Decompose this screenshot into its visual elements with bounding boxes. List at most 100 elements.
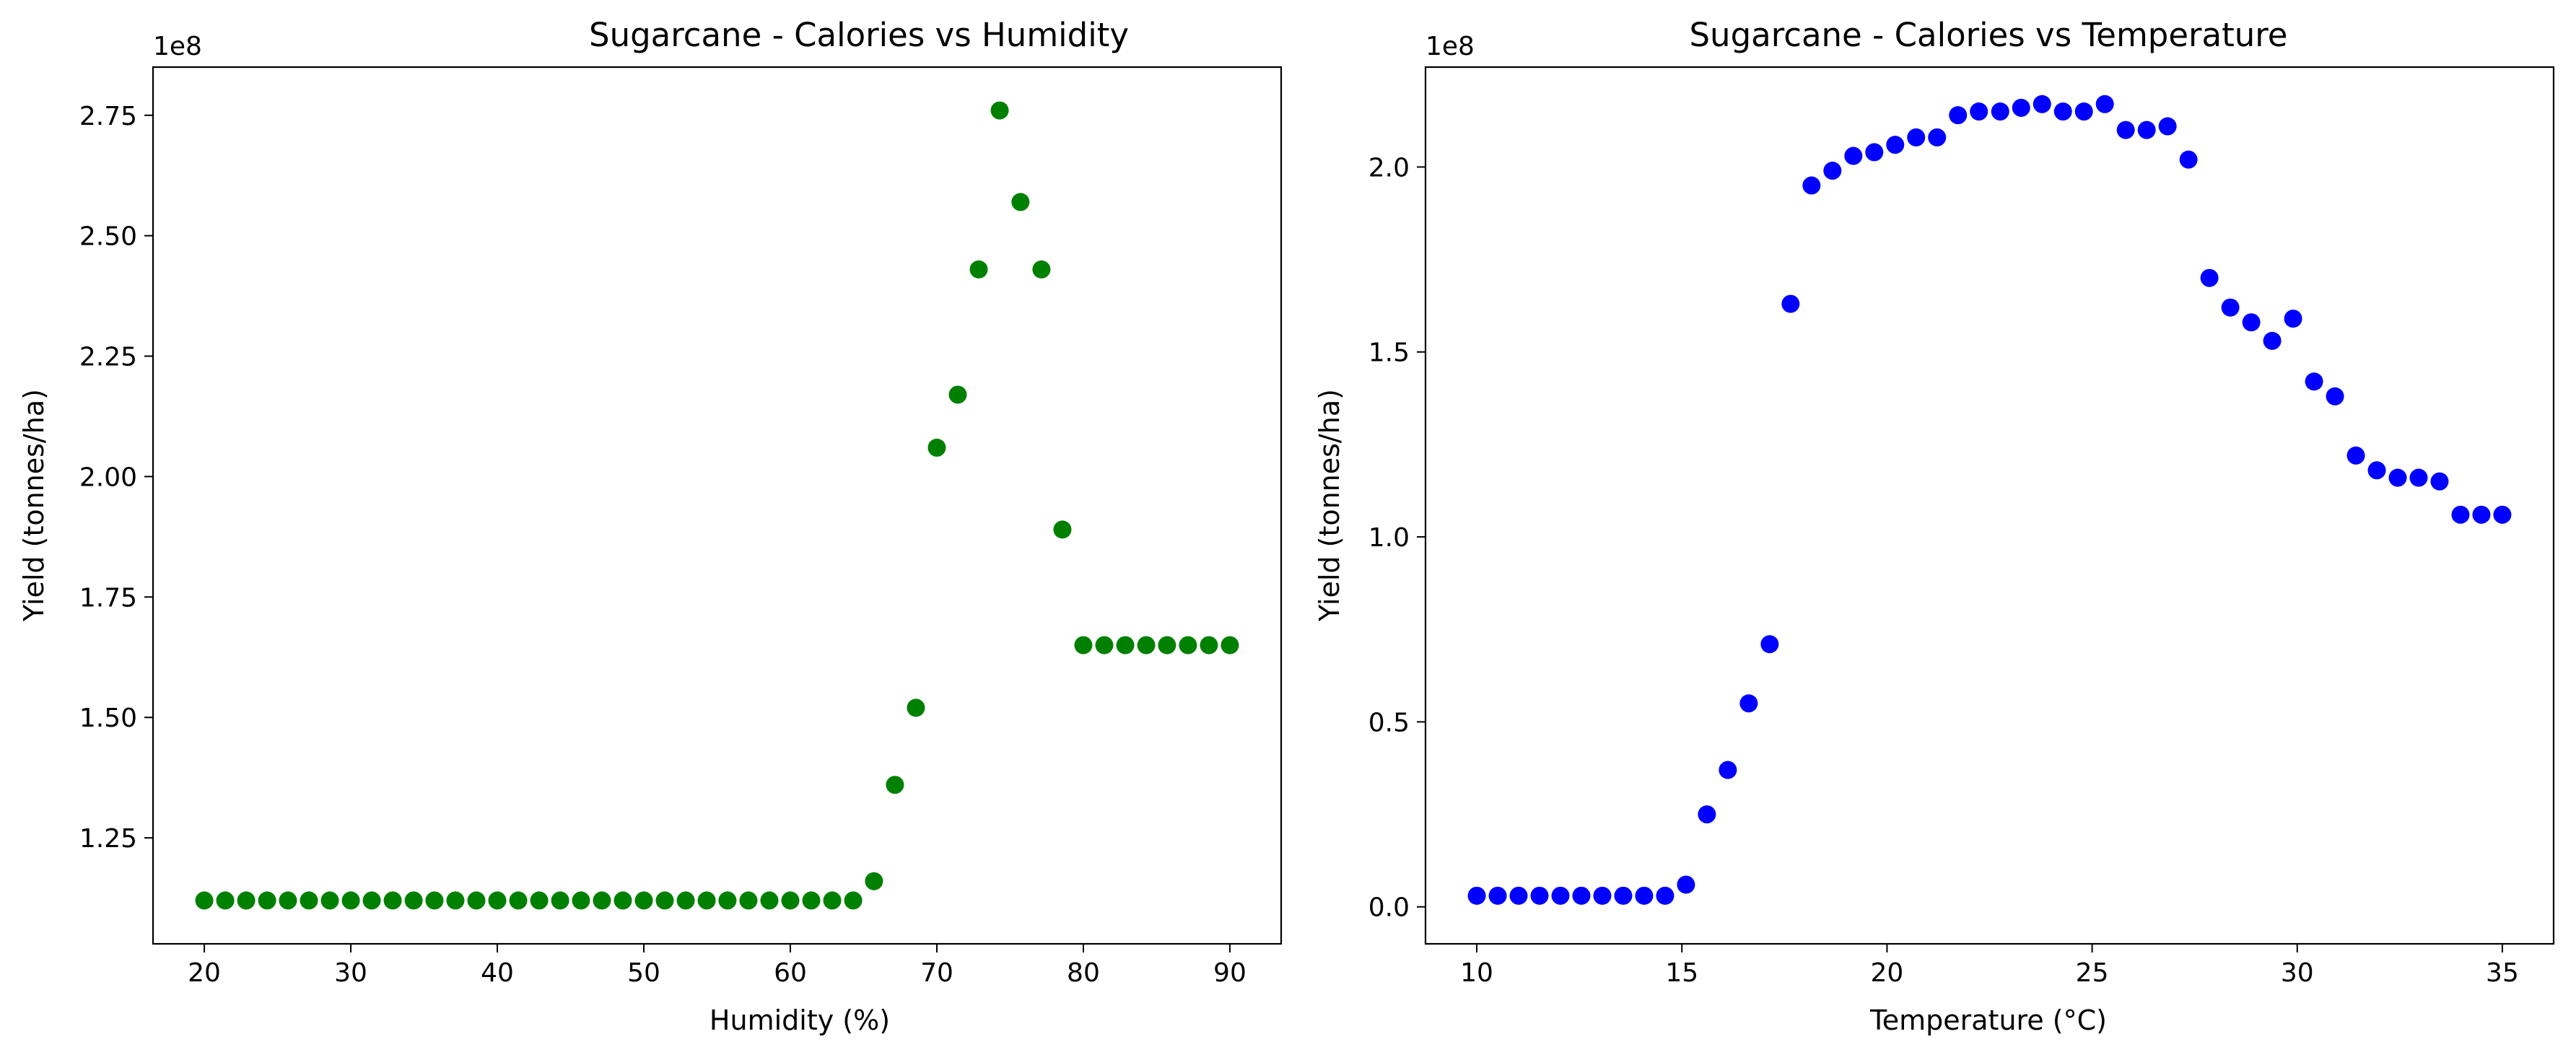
temperature-data-point xyxy=(2137,121,2156,139)
temperature-data-point xyxy=(1572,886,1591,905)
humidity-y-tick-label: 1.50 xyxy=(79,704,137,733)
humidity-x-tick-label: 90 xyxy=(1213,958,1246,988)
humidity-data-point xyxy=(530,891,549,910)
temperature-data-point xyxy=(2493,505,2512,524)
humidity-y-axis-label: Yield (tonnes/ha) xyxy=(18,389,50,622)
humidity-data-point xyxy=(488,891,507,910)
humidity-data-point xyxy=(1074,636,1093,654)
humidity-x-tick-label: 20 xyxy=(188,958,221,988)
temperature-data-point xyxy=(2221,298,2240,317)
humidity-y-offset-text: 1e8 xyxy=(153,32,202,61)
temperature-x-tick-label: 15 xyxy=(1665,958,1698,988)
temperature-y-tick-label: 0.0 xyxy=(1368,893,1410,923)
humidity-data-point xyxy=(634,891,653,910)
temperature-data-point xyxy=(1488,886,1507,905)
humidity-data-point xyxy=(655,891,674,910)
temperature-data-point xyxy=(2158,117,2177,136)
humidity-data-point xyxy=(697,891,716,910)
humidity-y-tick-label: 2.25 xyxy=(79,343,137,372)
temperature-data-point xyxy=(1781,294,1800,313)
temperature-y-tick-label: 2.0 xyxy=(1368,153,1410,183)
humidity-data-point xyxy=(844,891,863,910)
temperature-axis-ticks: 10 15 20 25 30 35 0.0 0.5 1.0 1.5 2.0 xyxy=(1368,153,2519,988)
humidity-data-point xyxy=(802,891,821,910)
temperature-data-point xyxy=(1551,886,1570,905)
humidity-data-point xyxy=(279,891,297,910)
humidity-x-tick-label: 30 xyxy=(334,958,367,988)
humidity-chart-title: Sugarcane - Calories vs Humidity xyxy=(589,16,1129,54)
humidity-data-point xyxy=(865,872,883,890)
humidity-data-point xyxy=(1053,520,1072,539)
temperature-x-tick-label: 10 xyxy=(1460,958,1493,988)
temperature-data-point xyxy=(2012,98,2030,117)
temperature-data-point xyxy=(2305,372,2323,391)
humidity-data-point xyxy=(1200,636,1218,654)
temperature-data-point xyxy=(1614,886,1633,905)
temperature-data-point xyxy=(1698,805,1716,824)
humidity-x-axis-label: Humidity (%) xyxy=(710,1004,890,1036)
temperature-data-point xyxy=(1719,761,1737,779)
temperature-chart-title: Sugarcane - Calories vs Temperature xyxy=(1689,16,2287,54)
temperature-data-point xyxy=(1865,143,1884,162)
temperature-data-point xyxy=(2388,468,2407,487)
humidity-data-point xyxy=(383,891,402,910)
temperature-x-axis-label: Temperature (°C) xyxy=(1869,1004,2107,1036)
humidity-y-tick-label: 2.50 xyxy=(79,222,137,252)
temperature-data-point xyxy=(2053,102,2072,121)
humidity-data-point xyxy=(446,891,465,910)
temperature-data-point xyxy=(2472,505,2491,524)
humidity-data-point xyxy=(1032,260,1051,279)
temperature-scatter-panel: Sugarcane - Calories vs Temperature 1e8 … xyxy=(1314,16,2555,1036)
humidity-data-point xyxy=(739,891,758,910)
temperature-data-point xyxy=(1823,162,1842,180)
humidity-y-tick-label: 1.75 xyxy=(79,583,137,613)
humidity-data-points xyxy=(195,101,1239,910)
humidity-data-point xyxy=(927,438,946,457)
humidity-axes-frame xyxy=(152,66,1283,945)
temperature-data-point xyxy=(1970,102,1988,121)
temperature-x-tick-label: 35 xyxy=(2486,958,2519,988)
temperature-x-tick-label: 20 xyxy=(1871,958,1904,988)
humidity-x-tick-label: 50 xyxy=(627,958,660,988)
temperature-data-point xyxy=(1760,635,1779,654)
temperature-data-point xyxy=(1991,102,2009,121)
humidity-y-tick-label: 2.75 xyxy=(79,102,137,131)
temperature-axes-frame xyxy=(1424,66,2555,945)
temperature-data-point xyxy=(2346,446,2365,465)
temperature-data-point xyxy=(2242,313,2261,332)
temperature-x-tick-label: 30 xyxy=(2281,958,2314,988)
temperature-data-point xyxy=(1802,176,1821,195)
temperature-data-point xyxy=(1509,886,1528,905)
humidity-axis-ticks: 20 30 40 50 60 70 80 90 1.25 1.50 1.75 2.00 2.25 2.50… xyxy=(79,102,1246,988)
temperature-data-point xyxy=(1928,128,1947,146)
humidity-data-point xyxy=(823,891,842,910)
temperature-y-offset-text: 1e8 xyxy=(1425,32,1475,61)
humidity-data-point xyxy=(614,891,632,910)
humidity-y-tick-label: 1.25 xyxy=(79,824,137,854)
humidity-data-point xyxy=(216,891,235,910)
temperature-data-point xyxy=(2074,102,2093,121)
humidity-data-point xyxy=(593,891,611,910)
temperature-y-tick-label: 0.5 xyxy=(1368,708,1410,737)
temperature-data-point xyxy=(2033,95,2051,113)
temperature-data-point xyxy=(1656,886,1675,905)
temperature-data-points xyxy=(1467,95,2512,905)
temperature-data-point xyxy=(2179,150,2198,169)
temperature-data-point xyxy=(1530,886,1549,905)
humidity-data-point xyxy=(948,385,967,404)
humidity-data-point xyxy=(781,891,800,910)
humidity-data-point xyxy=(237,891,256,910)
humidity-data-point xyxy=(362,891,381,910)
humidity-data-point xyxy=(1221,636,1239,654)
humidity-data-point xyxy=(760,891,779,910)
humidity-data-point xyxy=(907,698,925,717)
humidity-data-point xyxy=(467,891,486,910)
humidity-data-point xyxy=(341,891,360,910)
temperature-data-point xyxy=(1844,146,1863,165)
humidity-data-point xyxy=(718,891,737,910)
humidity-data-point xyxy=(1011,193,1030,211)
temperature-data-point xyxy=(2284,310,2302,328)
humidity-data-point xyxy=(1095,636,1114,654)
